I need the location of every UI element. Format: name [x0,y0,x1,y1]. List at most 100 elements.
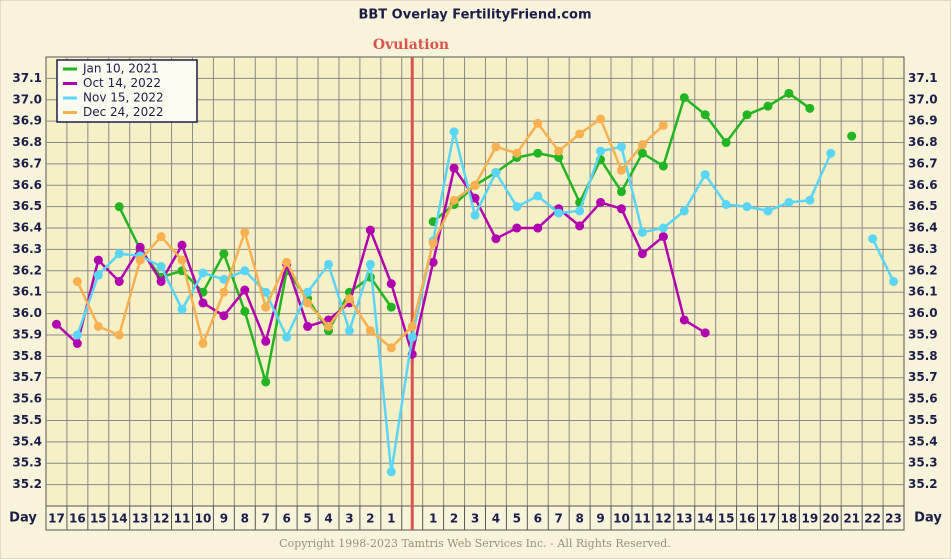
y-tick-label: 36.8 [908,135,938,149]
y-tick-label: 35.9 [908,327,938,341]
data-point [596,146,606,156]
x-tick-label: 4 [324,512,332,526]
data-point [219,311,229,321]
data-point [616,187,626,197]
x-tick-label: 17 [48,512,65,526]
x-tick-label: 10 [195,512,212,526]
data-point [282,332,292,342]
data-point [407,332,417,342]
data-point [156,232,166,242]
x-tick-label: 12 [655,512,672,526]
data-point [700,110,710,120]
x-tick-label: 5 [303,512,311,526]
x-tick-label: 10 [613,512,630,526]
data-point [135,255,145,265]
y-tick-label: 36.7 [12,156,42,170]
x-tick-label: 2 [450,512,458,526]
data-point [282,257,292,267]
data-point [700,170,710,180]
y-tick-label: 36.3 [908,242,938,256]
data-point [596,114,606,124]
data-point [616,165,626,175]
y-tick-label: 36.9 [908,114,938,128]
data-point [889,277,899,286]
data-point [554,146,564,156]
data-point [261,336,271,346]
data-point [303,298,313,308]
footer: Copyright 1998-2023 Tamtris Web Services… [279,537,671,550]
data-point [261,377,271,387]
x-tick-label: 15 [90,512,107,526]
x-tick-label: 4 [492,512,500,526]
data-point [721,138,731,148]
x-tick-label: 16 [69,512,86,526]
x-tick-label: 13 [132,512,149,526]
legend-label: Nov 15, 2022 [83,91,164,105]
y-tick-label: 36.0 [12,306,42,320]
data-point [324,321,334,331]
data-point [303,321,313,331]
x-tick-label: 9 [220,512,228,526]
y-tick-label: 37.1 [12,71,42,85]
x-axis-label: Day [9,511,37,526]
ovulation-line [410,57,414,530]
y-tick-label: 35.6 [908,392,938,406]
data-point [72,277,82,286]
data-point [114,202,124,212]
data-point [198,268,208,278]
data-point [198,339,208,349]
data-point [637,148,647,158]
data-point [575,129,585,139]
data-point [428,238,438,248]
data-point [261,302,271,312]
y-tick-label: 35.6 [12,392,42,406]
y-tick-label: 36.2 [908,263,938,277]
y-tick-label: 36.4 [908,221,938,235]
x-axis-row [45,505,905,531]
data-point [763,206,773,216]
data-point [616,142,626,152]
y-tick-label: 36.2 [12,263,42,277]
data-point [324,259,334,269]
y-tick-label: 37.0 [12,92,42,106]
data-point [470,210,480,220]
plot-area [45,56,905,507]
data-point [240,306,250,316]
data-point [596,197,606,207]
x-tick-label: 6 [282,512,290,526]
x-axis-label: Day [914,511,942,526]
legend-label: Oct 14, 2022 [83,76,161,90]
data-point [240,285,250,295]
x-tick-label: 19 [801,512,818,526]
data-point [637,227,647,237]
y-tick-label: 35.8 [908,349,938,363]
data-point [219,274,229,284]
data-point [240,266,250,276]
x-tick-label: 8 [241,512,249,526]
data-point [616,204,626,214]
data-point [135,242,145,252]
y-tick-label: 36.5 [908,199,938,213]
data-point [177,255,187,265]
x-tick-label: 5 [513,512,521,526]
data-point [700,328,710,338]
x-tick-label: 15 [718,512,735,526]
data-point [428,257,438,267]
data-point [575,206,585,216]
y-tick-label: 35.4 [908,434,938,448]
x-tick-label: 7 [555,512,563,526]
y-tick-label: 37.1 [908,71,938,85]
data-point [93,255,103,265]
y-tick-label: 36.5 [12,199,42,213]
y-tick-label: 36.6 [908,178,938,192]
data-point [72,339,82,349]
data-point [93,270,103,280]
data-point [470,180,480,190]
x-tick-label: 1 [387,512,395,526]
data-point [491,142,501,152]
data-point [219,249,229,259]
y-tick-label: 35.7 [908,370,938,384]
x-tick-label: 18 [781,512,798,526]
x-tick-label: 20 [822,512,839,526]
